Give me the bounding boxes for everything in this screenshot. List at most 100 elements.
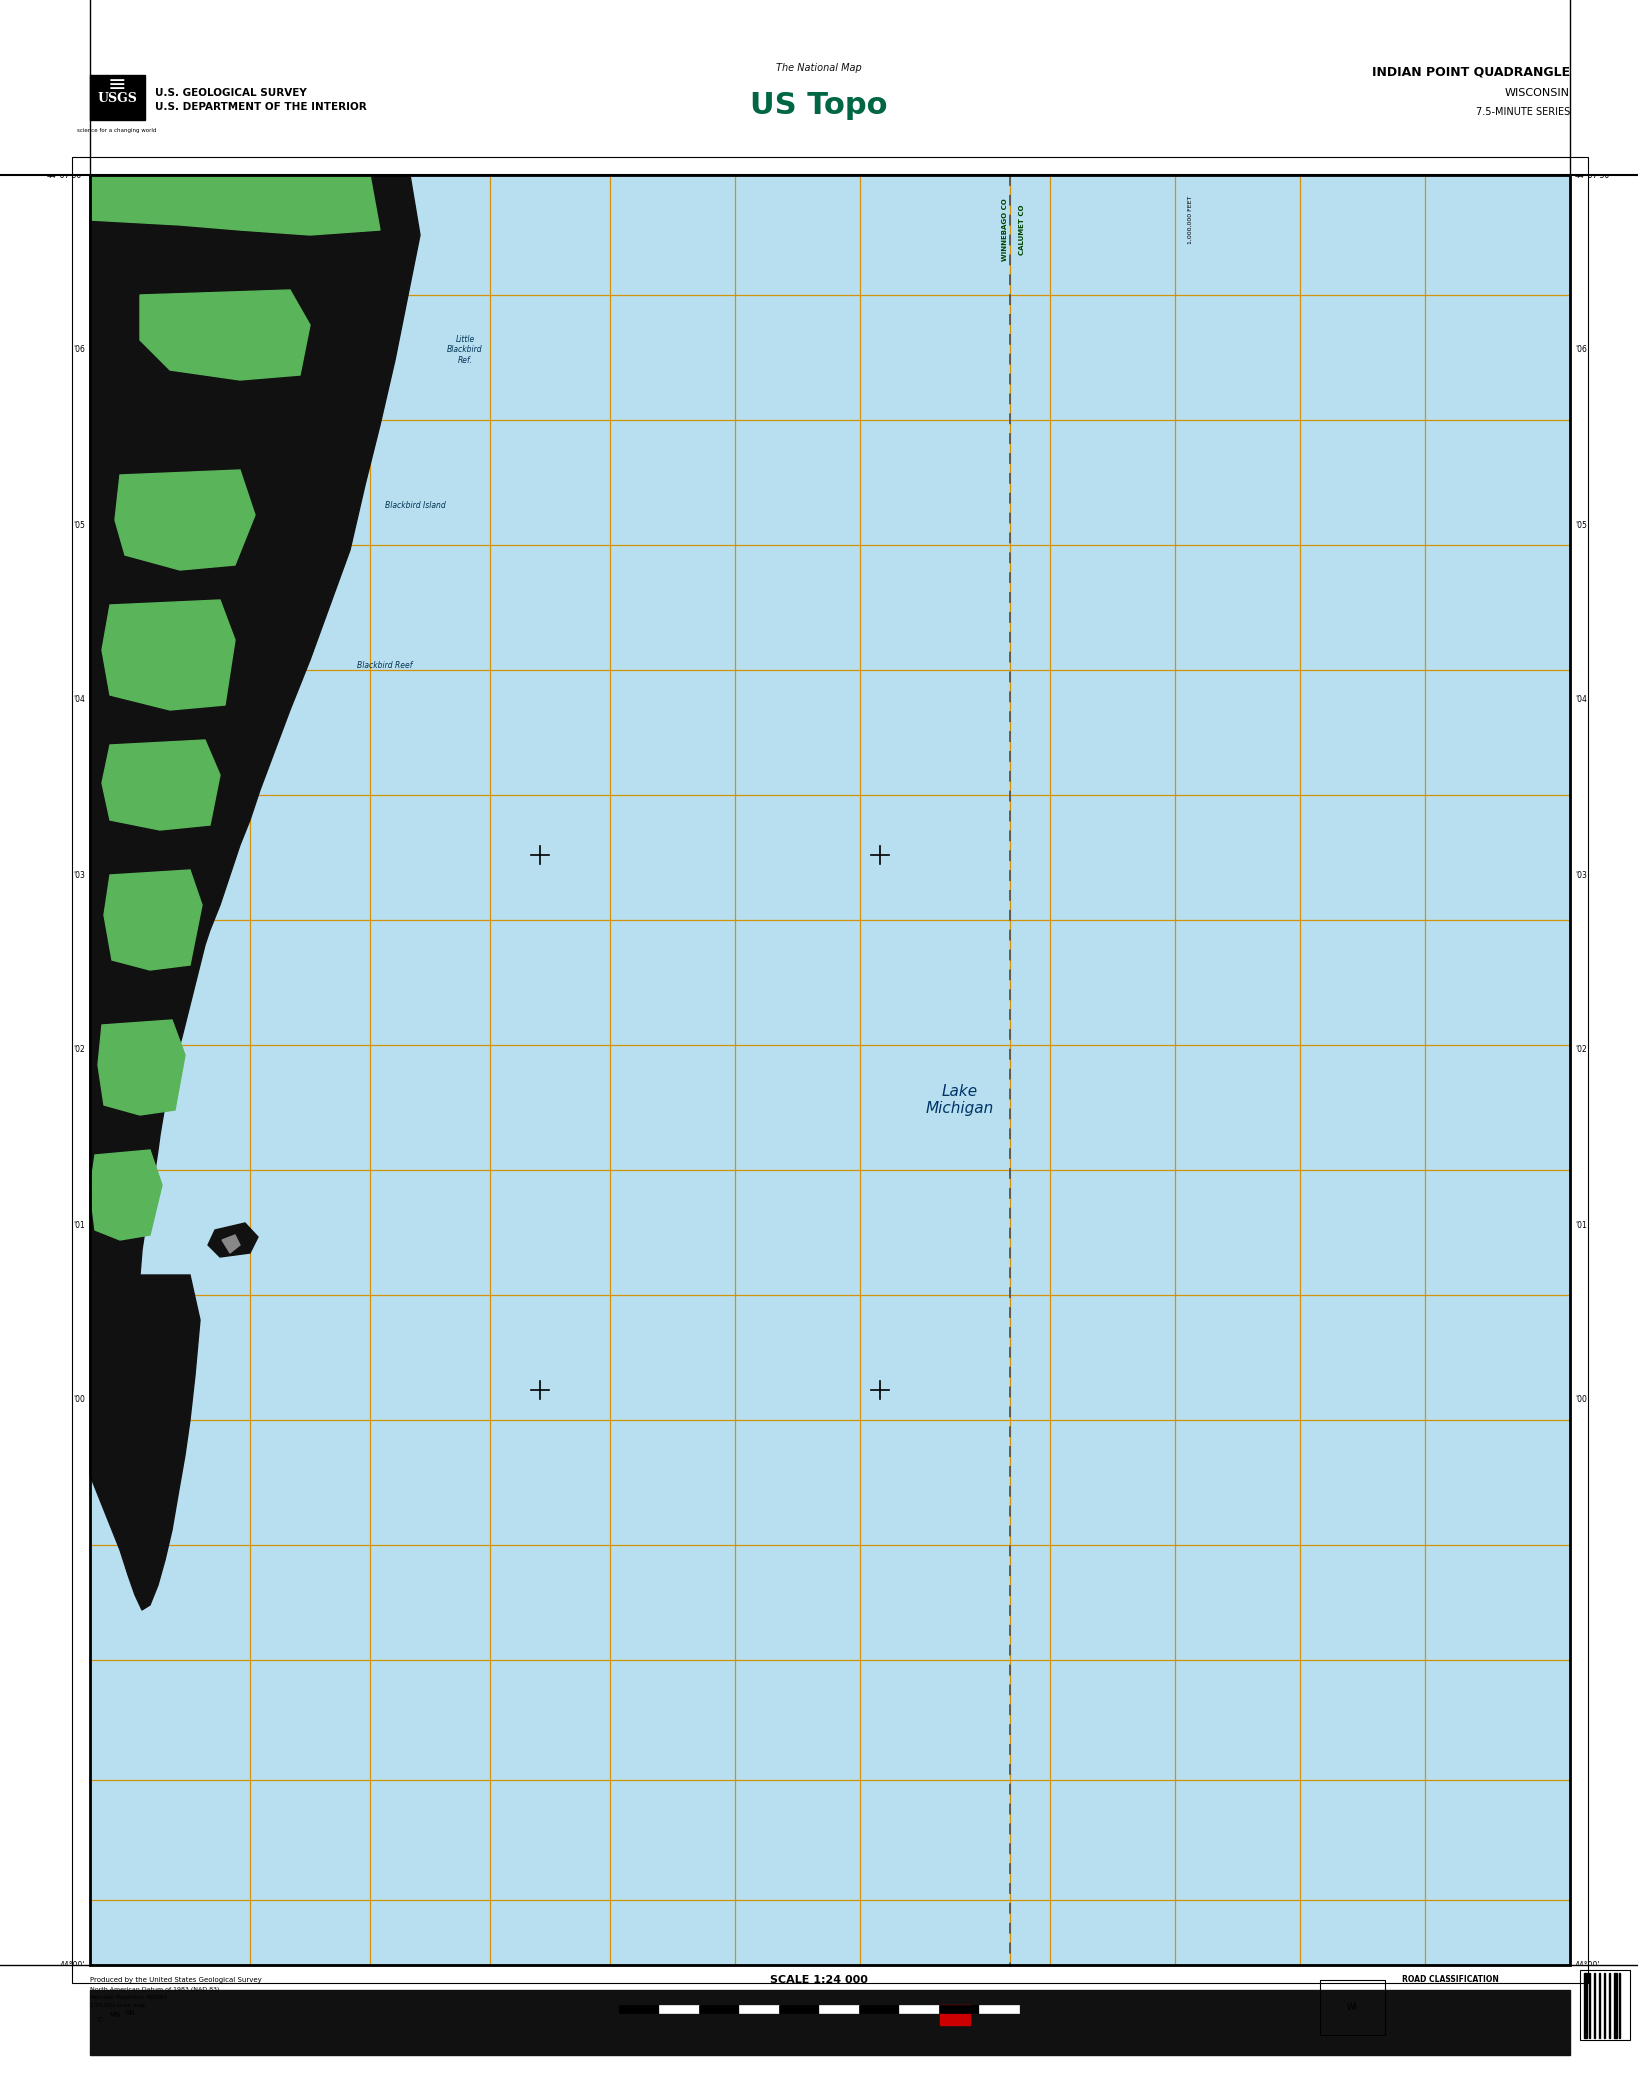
Text: '05: '05: [1576, 520, 1587, 530]
Polygon shape: [223, 1234, 241, 1253]
Bar: [819, 2004, 858, 2013]
Text: '84: '84: [485, 1973, 496, 1982]
Bar: [939, 2004, 980, 2013]
Text: '85: '85: [604, 1973, 616, 1982]
Text: SCALE 1:24 000: SCALE 1:24 000: [770, 1975, 868, 1986]
Text: '04: '04: [74, 695, 85, 704]
Text: '03: '03: [1576, 871, 1587, 879]
Text: '88: '88: [1004, 1973, 1016, 1982]
Polygon shape: [103, 871, 201, 971]
Bar: [1584, 1973, 1586, 2038]
Text: GN: GN: [124, 2011, 136, 2017]
Text: ROAD CLASSIFICATION: ROAD CLASSIFICATION: [1402, 1975, 1499, 1984]
Polygon shape: [98, 1021, 185, 1115]
Bar: [90, 175, 1569, 1965]
Bar: [1581, 1969, 1630, 2040]
Text: '88: '88: [1004, 159, 1016, 167]
Text: 44°00': 44°00': [1576, 1961, 1600, 1969]
Text: 88°30': 88°30': [77, 1973, 103, 1982]
Text: U.S. DEPARTMENT OF THE INTERIOR: U.S. DEPARTMENT OF THE INTERIOR: [156, 102, 367, 113]
Text: The National Map: The National Map: [776, 63, 862, 73]
Text: '84: '84: [485, 159, 496, 167]
Text: Lake
Michigan: Lake Michigan: [925, 1084, 994, 1117]
Text: North American Datum of 1983 (NAD 83): North American Datum of 1983 (NAD 83): [90, 1988, 219, 1992]
Bar: [0, 0, 1638, 173]
Bar: [1599, 1973, 1602, 2038]
Polygon shape: [102, 739, 219, 831]
Bar: [619, 2004, 658, 2013]
Polygon shape: [90, 175, 419, 1276]
Text: 44°07'30": 44°07'30": [1576, 171, 1613, 180]
Bar: [940, 2004, 970, 2025]
Text: '01: '01: [74, 1221, 85, 1230]
Text: CALUMET CO: CALUMET CO: [1019, 205, 1025, 255]
Polygon shape: [102, 599, 234, 710]
Text: US Topo: US Topo: [750, 90, 888, 119]
Bar: [899, 2004, 939, 2013]
Text: 2': 2': [857, 159, 863, 167]
Text: 27'30": 27'30": [357, 1973, 383, 1982]
Bar: [658, 2004, 699, 2013]
Text: '85: '85: [604, 159, 616, 167]
Bar: [780, 2004, 819, 2013]
Text: '00: '00: [1576, 1395, 1587, 1405]
Bar: [980, 2004, 1019, 2013]
Bar: [739, 2004, 780, 2013]
Text: 2': 2': [857, 1973, 863, 1982]
Bar: [858, 2004, 899, 2013]
Text: Produced by the United States Geological Survey: Produced by the United States Geological…: [90, 1977, 262, 1984]
Bar: [90, 175, 1569, 1965]
Polygon shape: [208, 1224, 259, 1257]
Polygon shape: [115, 470, 256, 570]
Text: Blackbird Island: Blackbird Island: [385, 501, 446, 509]
Text: 88°22'30": 88°22'30": [1551, 159, 1589, 167]
Bar: [1320, 1979, 1386, 2036]
Text: 1,000,000 FEET: 1,000,000 FEET: [1020, 159, 1079, 167]
Bar: [0, 1965, 1638, 2088]
Text: USGS: USGS: [97, 92, 138, 106]
Text: INDIAN POINT QUADRANGLE: INDIAN POINT QUADRANGLE: [1373, 65, 1569, 79]
Text: 1,000,000 FEET: 1,000,000 FEET: [1188, 196, 1192, 244]
Text: 44°00': 44°00': [59, 1961, 85, 1969]
Text: '02: '02: [74, 1046, 85, 1054]
Text: 44°07'30": 44°07'30": [46, 171, 85, 180]
Text: '87: '87: [1294, 1973, 1305, 1982]
Text: 88°30': 88°30': [77, 159, 103, 167]
Text: '03: '03: [74, 871, 85, 879]
Bar: [1604, 1973, 1605, 2038]
Polygon shape: [90, 1276, 200, 1610]
Polygon shape: [139, 290, 310, 380]
Text: 1:24,000-scale map: 1:24,000-scale map: [90, 2002, 146, 2009]
Bar: [699, 2004, 739, 2013]
Text: '04: '04: [1576, 695, 1587, 704]
Text: MN: MN: [110, 2013, 121, 2017]
Text: WISCONSIN: WISCONSIN: [1505, 88, 1569, 98]
Text: WI: WI: [1346, 2004, 1358, 2013]
Text: 7.5-MINUTE SERIES: 7.5-MINUTE SERIES: [1476, 106, 1569, 117]
Text: U.S. GEOLOGICAL SURVEY: U.S. GEOLOGICAL SURVEY: [156, 88, 306, 98]
Text: '02: '02: [1576, 1046, 1587, 1054]
Bar: [72, 157, 1587, 1984]
Text: Blackbird Reef: Blackbird Reef: [357, 660, 413, 670]
Text: '87: '87: [1170, 159, 1181, 167]
Text: Little
Blackbird
Ref.: Little Blackbird Ref.: [447, 334, 483, 365]
Text: Mercator Projection, WGS84: Mercator Projection, WGS84: [90, 1994, 167, 2000]
Text: WINNEBAGO CO: WINNEBAGO CO: [1002, 198, 1007, 261]
Text: 27'30": 27'30": [357, 159, 383, 167]
Bar: [90, 75, 146, 119]
Text: '88: '88: [1294, 159, 1305, 167]
Text: ≡: ≡: [108, 75, 126, 94]
Text: '00: '00: [74, 1395, 85, 1405]
Text: '86: '86: [729, 1973, 740, 1982]
Polygon shape: [90, 175, 380, 236]
Text: '06: '06: [1576, 345, 1587, 355]
Text: '01: '01: [1576, 1221, 1587, 1230]
Text: '86: '86: [729, 159, 740, 167]
Text: '05: '05: [74, 520, 85, 530]
Bar: [90, 1990, 1569, 2055]
Text: science for a changing world: science for a changing world: [77, 127, 157, 134]
Text: '06: '06: [74, 345, 85, 355]
Text: C: C: [98, 2017, 102, 2023]
Polygon shape: [90, 1150, 162, 1240]
Text: 88°22'30": 88°22'30": [1551, 1973, 1589, 1982]
